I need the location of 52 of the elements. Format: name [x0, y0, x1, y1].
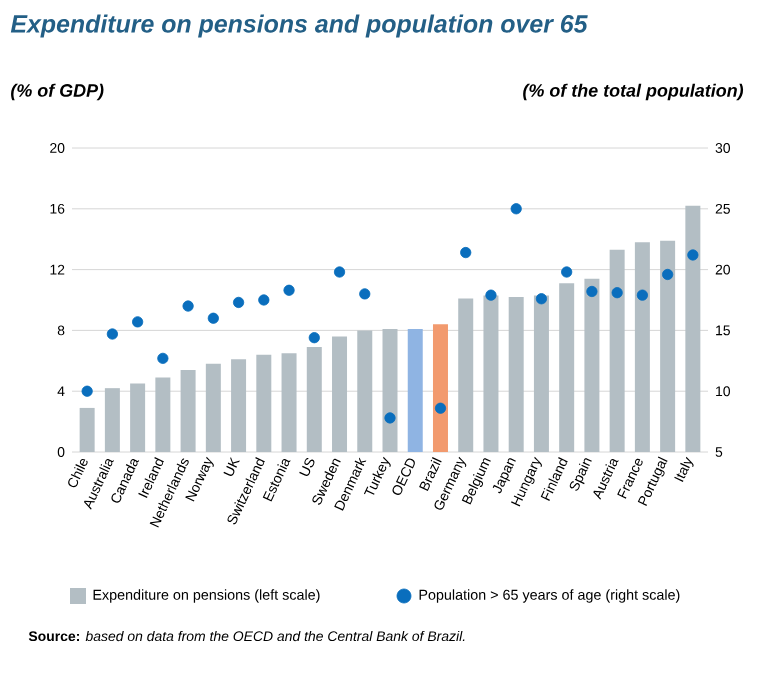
point	[561, 266, 573, 278]
bar	[508, 296, 524, 452]
bar	[458, 298, 474, 452]
point	[182, 300, 194, 312]
point	[460, 246, 472, 259]
bar	[559, 283, 575, 452]
bar	[533, 295, 549, 452]
point	[535, 293, 548, 305]
bar	[407, 328, 423, 452]
point	[434, 402, 447, 414]
point	[359, 288, 371, 300]
point	[687, 249, 699, 261]
bar	[634, 242, 650, 452]
point	[485, 289, 497, 301]
bar	[104, 388, 120, 452]
point	[384, 412, 396, 424]
point	[308, 332, 320, 344]
chart-title: Expenditure on pensions and population over 65	[10, 14, 588, 38]
point	[258, 294, 270, 306]
point	[207, 312, 219, 324]
bar	[357, 330, 373, 452]
bar	[205, 363, 221, 452]
bar	[609, 249, 625, 452]
bar	[231, 359, 247, 452]
bar	[332, 336, 348, 452]
point	[232, 296, 245, 309]
bar	[306, 347, 322, 452]
point	[106, 328, 118, 340]
point	[132, 316, 144, 328]
bar	[382, 328, 398, 452]
bar	[281, 353, 297, 452]
point	[636, 289, 648, 301]
bar	[483, 295, 499, 452]
bar	[685, 205, 701, 452]
y-axis-title: (% of GDP)	[11, 83, 104, 101]
bar	[432, 324, 448, 452]
point	[81, 385, 93, 397]
point	[333, 266, 346, 278]
bar	[180, 369, 196, 452]
point	[283, 284, 295, 296]
bar	[79, 407, 95, 452]
point	[157, 352, 169, 364]
point	[510, 203, 522, 215]
bar	[155, 377, 171, 452]
bar	[584, 278, 600, 452]
bar	[130, 383, 146, 452]
y2-axis-title: (% of the total population)	[523, 83, 744, 101]
point	[662, 268, 674, 281]
bar	[660, 240, 676, 452]
point	[611, 287, 623, 299]
point	[586, 285, 598, 298]
bar	[256, 354, 272, 452]
